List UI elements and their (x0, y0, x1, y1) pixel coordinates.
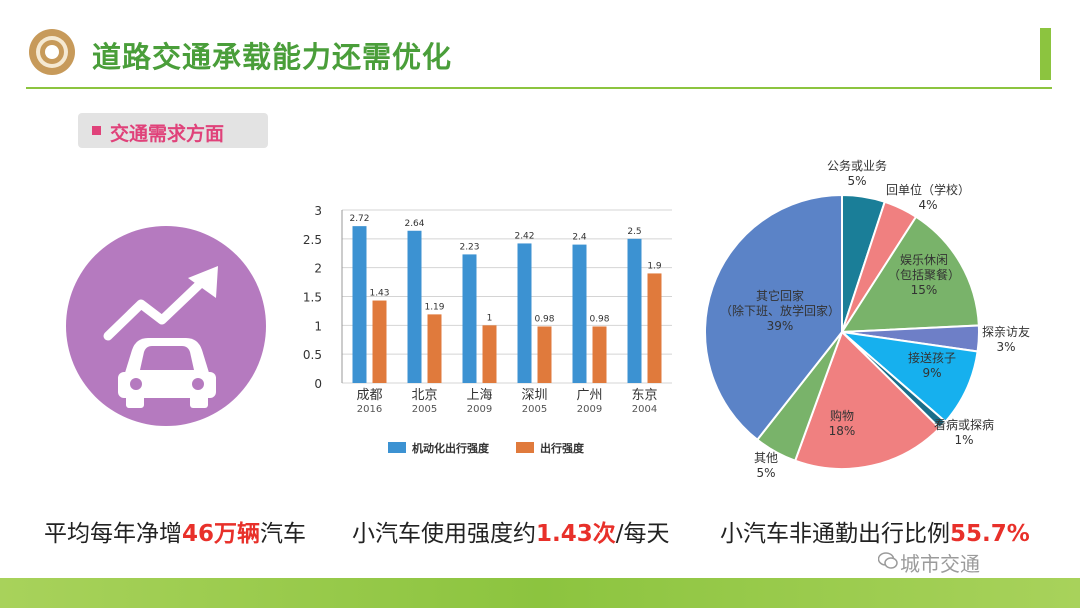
accent-bar (1040, 28, 1051, 80)
legend-swatch (388, 442, 406, 453)
pie-label: 5% (847, 174, 866, 188)
pie-slice (704, 193, 843, 442)
bullet-square-icon (92, 126, 101, 135)
pie-label: 探亲访友 (982, 325, 1030, 339)
pie-chart: 公务或业务5%回单位（学校）4%娱乐休闲（包括聚餐）15%探亲访友3%接送孩子9… (704, 158, 1030, 480)
pie-label: 5% (756, 466, 775, 480)
bar-trip (537, 326, 552, 383)
x-year-label: 2016 (357, 404, 382, 415)
x-year-label: 2005 (522, 404, 547, 415)
x-category-label: 成都 (356, 388, 382, 403)
bar-motorized (572, 244, 587, 383)
pie-slice (793, 330, 942, 470)
section-tag: 交通需求方面 (78, 113, 268, 148)
y-tick-label: 3 (314, 204, 322, 218)
pie-label: （除下班、放学回家） (720, 303, 840, 318)
pie-slice (840, 215, 980, 334)
y-tick-label: 2.5 (303, 233, 322, 247)
x-year-label: 2009 (577, 404, 602, 415)
wechat-icon (878, 552, 898, 569)
bar-trip (482, 325, 497, 383)
x-year-label: 2004 (632, 404, 657, 415)
y-tick-label: 2 (314, 262, 322, 276)
header-divider (26, 87, 1052, 89)
bar-value-label: 1 (487, 313, 493, 323)
caption-text: 汽车 (260, 521, 307, 547)
pie-label: 回单位（学校） (886, 182, 970, 197)
x-category-label: 上海 (466, 388, 492, 403)
pie-label: 公务或业务 (827, 158, 887, 173)
pie-label: 39% (767, 319, 794, 333)
pie-label: 3% (996, 340, 1015, 354)
bar-value-label: 2.23 (459, 242, 479, 252)
page-title: 道路交通承载能力还需优化 (92, 40, 453, 74)
y-tick-label: 1.5 (303, 291, 322, 305)
x-year-label: 2009 (467, 404, 492, 415)
pie-label: 18% (829, 424, 856, 438)
pie-label: 15% (911, 283, 938, 297)
bar-value-label: 0.98 (534, 314, 554, 324)
section-label: 交通需求方面 (110, 123, 225, 145)
footer-bar (0, 578, 1080, 608)
caption-highlight: 1.43次 (536, 521, 616, 547)
pie-label: 4% (918, 198, 937, 212)
bar-motorized (407, 230, 422, 383)
caption-text: 小汽车使用强度约 (352, 521, 536, 547)
pie-label: （包括聚餐） (888, 267, 960, 282)
bar-trip (372, 300, 387, 383)
caption-usage-intensity: 小汽车使用强度约1.43次/每天 (352, 514, 670, 548)
pie-label: 1% (954, 433, 973, 447)
watermark: 城市交通 (900, 552, 980, 576)
pie-label: 购物 (830, 408, 854, 423)
y-tick-label: 0 (314, 377, 322, 391)
x-category-label: 深圳 (521, 388, 547, 403)
pie-label: 其他 (754, 451, 778, 465)
y-tick-label: 1 (314, 319, 322, 333)
bar-value-label: 1.43 (369, 289, 389, 299)
pie-label: 9% (922, 366, 941, 380)
bar-value-label: 2.72 (349, 214, 369, 224)
brand-logo-icon (29, 29, 75, 75)
bar-value-label: 2.42 (514, 231, 534, 241)
bar-motorized (352, 226, 367, 383)
legend-label: 机动化出行强度 (412, 441, 490, 455)
bar-trip (427, 314, 442, 383)
pie-label: 接送孩子 (908, 350, 956, 365)
caption-highlight: 46万辆 (182, 521, 261, 547)
y-tick-label: 0.5 (303, 348, 322, 362)
x-category-label: 广州 (576, 388, 602, 403)
bar-value-label: 1.19 (424, 302, 444, 312)
bar-value-label: 0.98 (589, 314, 609, 324)
bar-value-label: 1.9 (647, 261, 662, 271)
caption-text: 平均每年净增 (44, 521, 182, 547)
bar-motorized (627, 238, 642, 383)
bar-trip (592, 326, 607, 383)
bar-motorized (517, 243, 532, 383)
bar-motorized (462, 254, 477, 383)
bar-value-label: 2.5 (627, 227, 641, 237)
pie-slice (838, 330, 979, 424)
bar-trip (647, 273, 662, 383)
caption-highlight: 55.7% (950, 521, 1030, 547)
caption-car-growth: 平均每年净增46万辆汽车 (44, 514, 306, 548)
legend-swatch (516, 442, 534, 453)
caption-text: /每天 (615, 521, 670, 547)
bar-value-label: 2.64 (404, 219, 424, 229)
caption-non-commute: 小汽车非通勤出行比例55.7% (720, 514, 1030, 548)
legend-label: 出行强度 (540, 441, 585, 455)
x-year-label: 2005 (412, 404, 437, 415)
pie-label: 看病或探病 (934, 417, 994, 432)
pie-label: 娱乐休闲 (900, 253, 948, 267)
caption-text: 小汽车非通勤出行比例 (720, 521, 950, 547)
bar-chart: 00.511.522.532.721.43成都20162.641.19北京200… (303, 204, 672, 455)
bar-value-label: 2.4 (572, 233, 587, 243)
x-category-label: 东京 (631, 388, 657, 403)
car-growth-icon (66, 226, 266, 426)
pie-label: 其它回家 (756, 288, 804, 303)
x-category-label: 北京 (411, 388, 437, 403)
